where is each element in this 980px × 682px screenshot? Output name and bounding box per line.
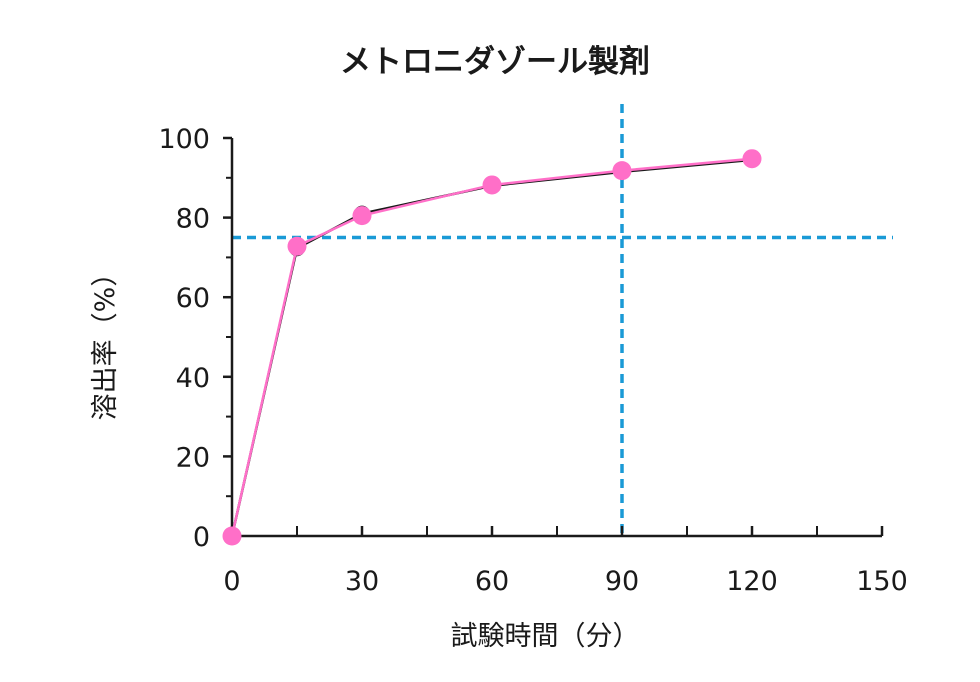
- x-tick-label-30: 30: [345, 566, 379, 597]
- reference-lines: [232, 104, 893, 536]
- series-1-point-0: [222, 526, 242, 546]
- x-tick-label-90: 90: [605, 566, 639, 597]
- series-1-point-60: [482, 175, 502, 195]
- series-1-point-120: [742, 149, 762, 169]
- series-1-point-15: [287, 236, 307, 256]
- axes: 0 20 40 60 80 100 0 30 60 90 120 150: [158, 124, 907, 597]
- y-tick-label-20: 20: [176, 442, 210, 473]
- chart-title: メトロニダゾール製剤: [340, 44, 650, 80]
- x-tick-label-0: 0: [223, 566, 240, 597]
- x-tick-label-60: 60: [475, 566, 509, 597]
- y-tick-label-80: 80: [176, 204, 210, 235]
- series-1-line: [230, 157, 753, 537]
- series-group: [222, 149, 762, 546]
- x-tick-label-120: 120: [726, 566, 778, 597]
- series-1-point-90: [612, 161, 632, 181]
- y-tick-label-100: 100: [158, 124, 210, 155]
- x-axis-label: 試験時間（分）: [451, 621, 640, 652]
- series-1-point-30: [352, 206, 372, 226]
- y-axis-label: 溶出率（%）: [90, 260, 121, 421]
- series-0-line: [230, 158, 753, 537]
- y-tick-label-0: 0: [193, 522, 210, 553]
- y-tick-label-60: 60: [176, 283, 210, 314]
- x-tick-label-150: 150: [856, 566, 908, 597]
- y-tick-label-40: 40: [176, 363, 210, 394]
